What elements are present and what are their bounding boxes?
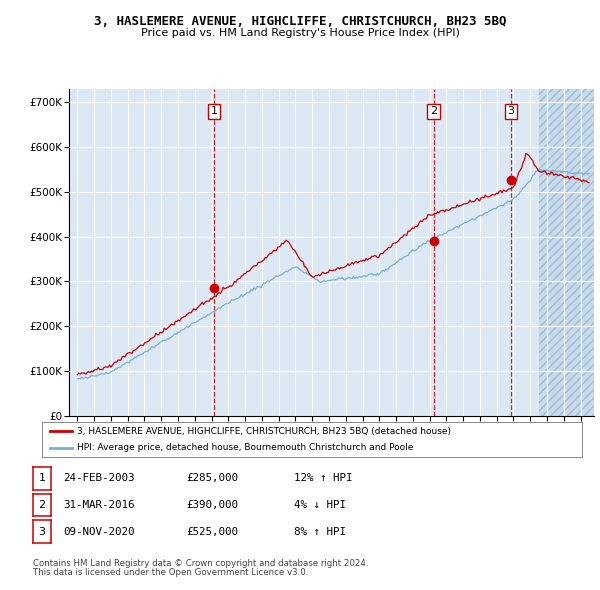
Bar: [539, 88, 594, 416]
Text: 1: 1: [211, 106, 218, 116]
Text: 8% ↑ HPI: 8% ↑ HPI: [294, 527, 346, 536]
Text: Price paid vs. HM Land Registry's House Price Index (HPI): Price paid vs. HM Land Registry's House …: [140, 28, 460, 38]
Text: 2: 2: [430, 106, 437, 116]
Text: 3, HASLEMERE AVENUE, HIGHCLIFFE, CHRISTCHURCH, BH23 5BQ (detached house): 3, HASLEMERE AVENUE, HIGHCLIFFE, CHRISTC…: [77, 427, 451, 436]
Text: 4% ↓ HPI: 4% ↓ HPI: [294, 500, 346, 510]
Text: 2: 2: [38, 500, 46, 510]
Text: HPI: Average price, detached house, Bournemouth Christchurch and Poole: HPI: Average price, detached house, Bour…: [77, 443, 413, 452]
Text: 3: 3: [38, 527, 46, 536]
Text: 09-NOV-2020: 09-NOV-2020: [63, 527, 134, 536]
Text: £285,000: £285,000: [186, 474, 238, 483]
Text: £525,000: £525,000: [186, 527, 238, 536]
Bar: [539, 88, 594, 416]
Text: 3, HASLEMERE AVENUE, HIGHCLIFFE, CHRISTCHURCH, BH23 5BQ: 3, HASLEMERE AVENUE, HIGHCLIFFE, CHRISTC…: [94, 15, 506, 28]
Text: 24-FEB-2003: 24-FEB-2003: [63, 474, 134, 483]
Text: 12% ↑ HPI: 12% ↑ HPI: [294, 474, 353, 483]
Text: 31-MAR-2016: 31-MAR-2016: [63, 500, 134, 510]
Text: Contains HM Land Registry data © Crown copyright and database right 2024.: Contains HM Land Registry data © Crown c…: [33, 559, 368, 568]
Text: 1: 1: [38, 474, 46, 483]
Text: £390,000: £390,000: [186, 500, 238, 510]
Text: This data is licensed under the Open Government Licence v3.0.: This data is licensed under the Open Gov…: [33, 568, 308, 577]
Text: 3: 3: [508, 106, 514, 116]
